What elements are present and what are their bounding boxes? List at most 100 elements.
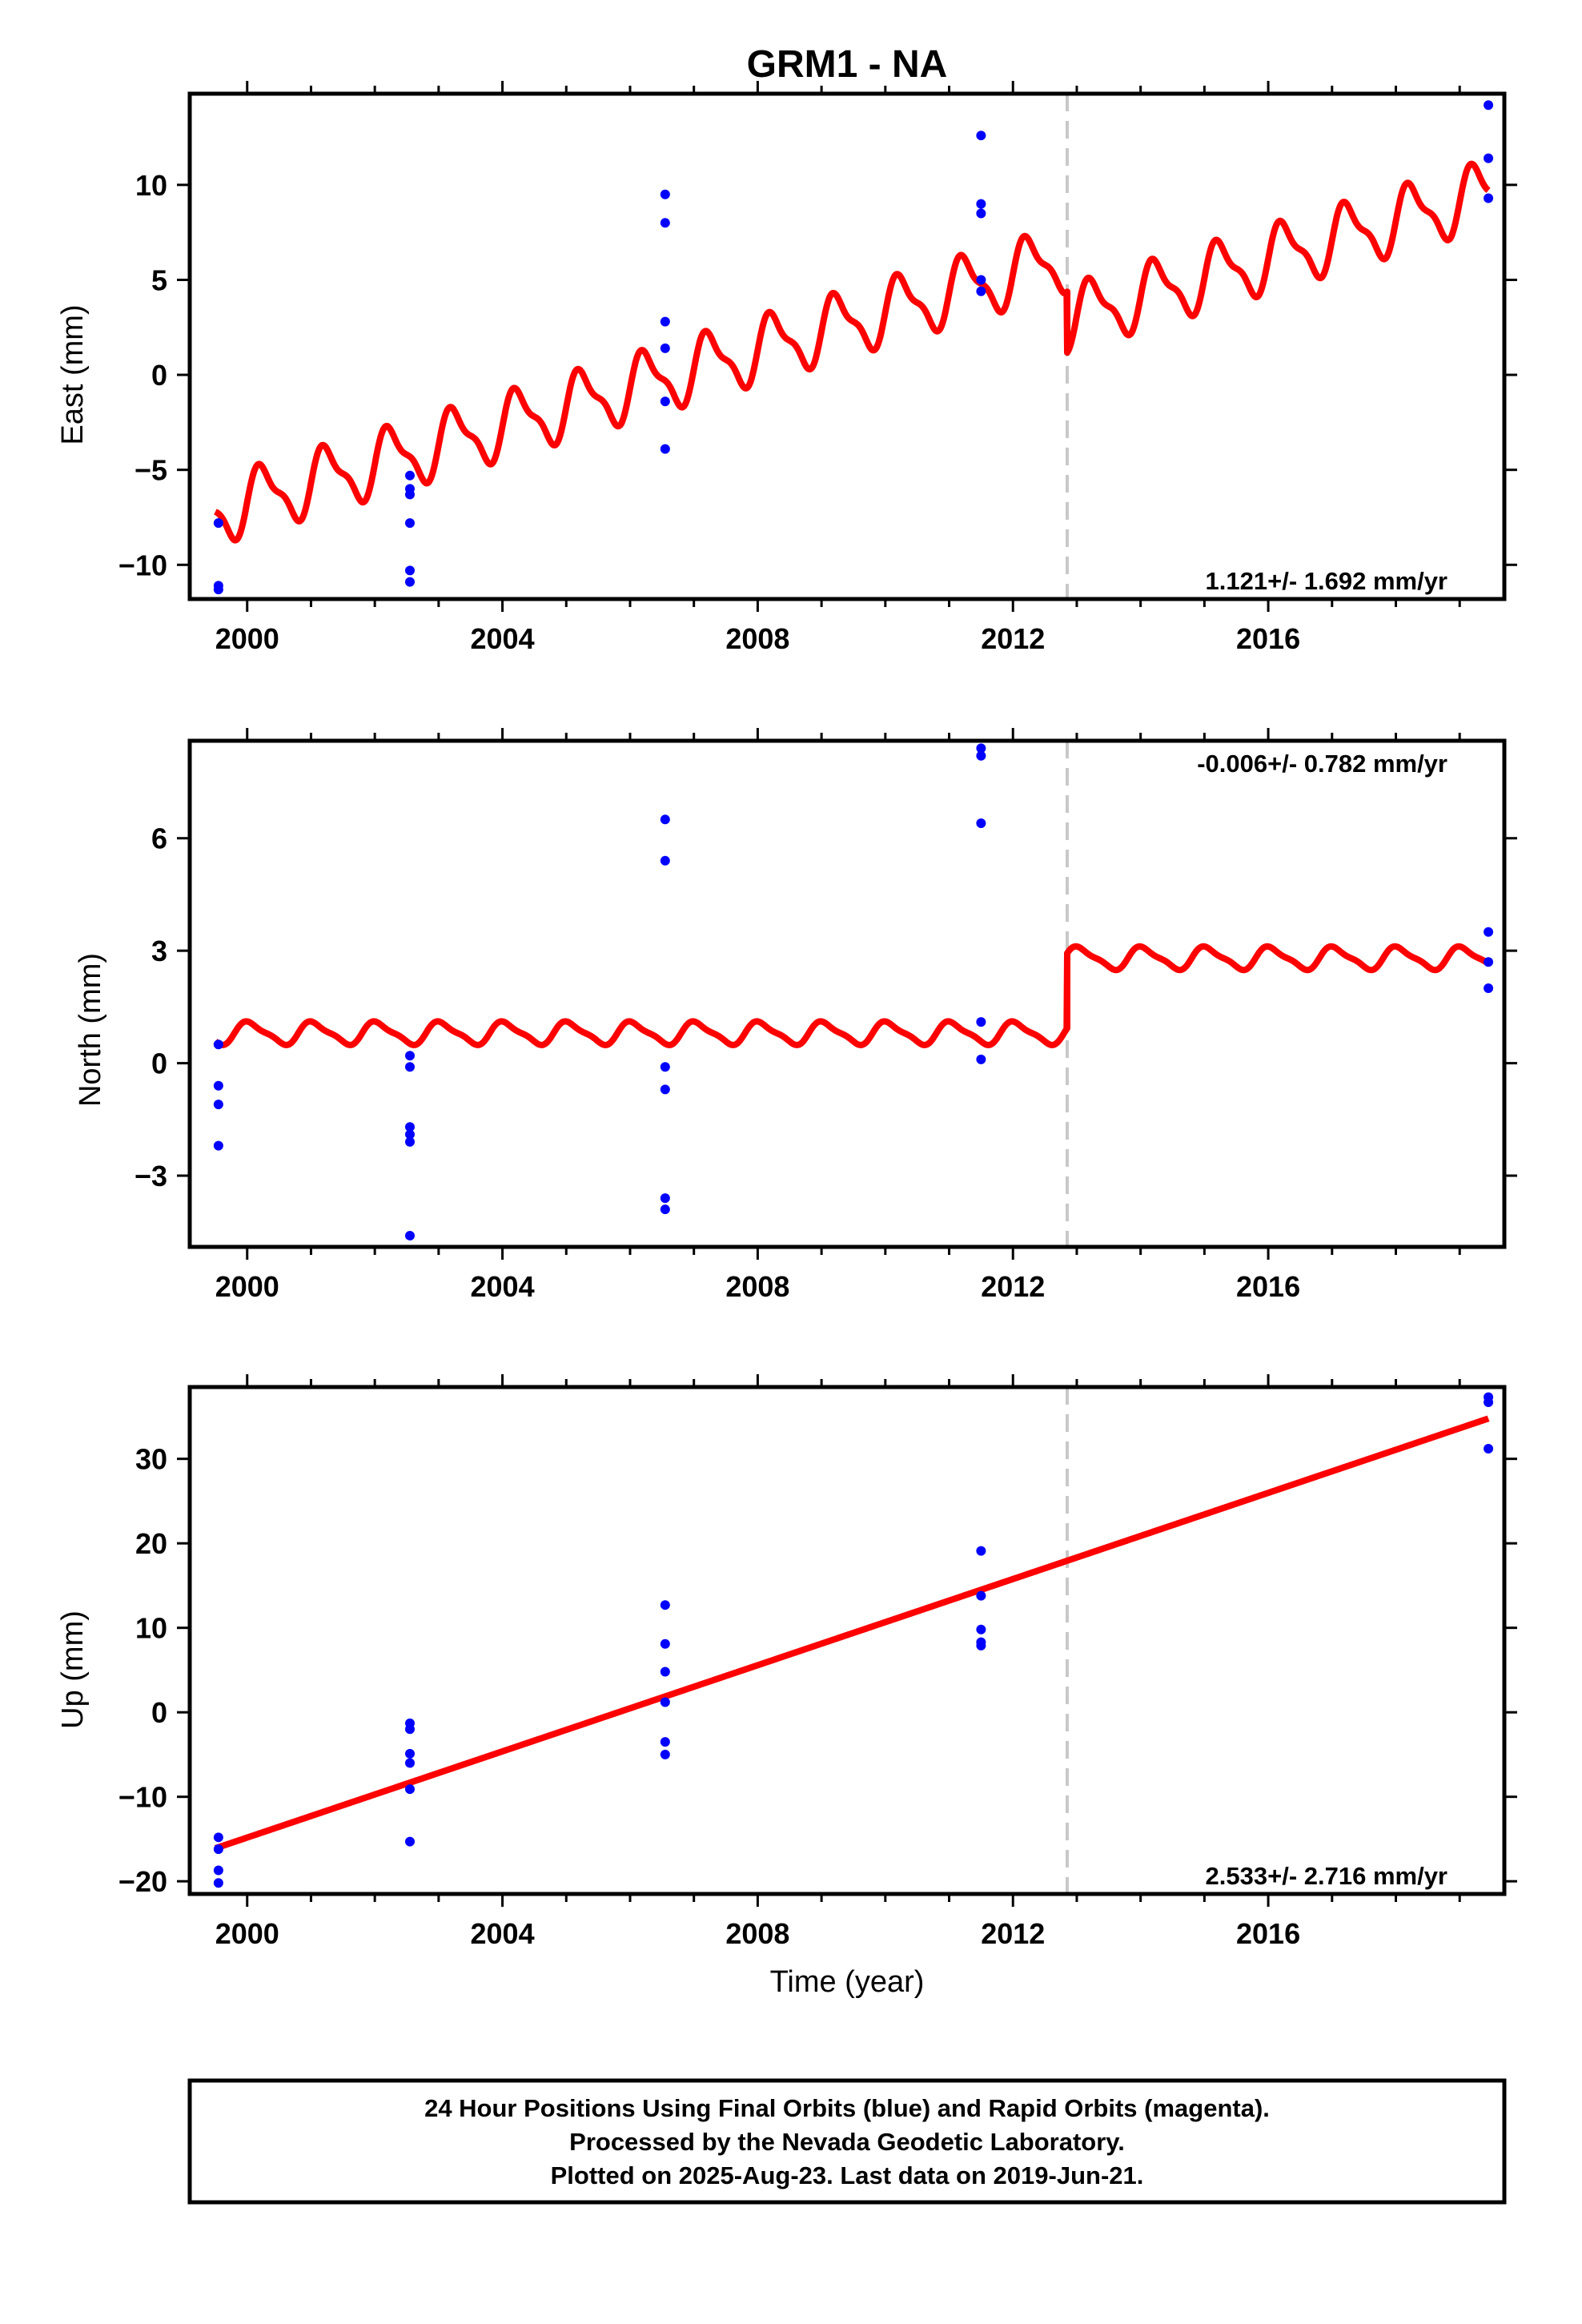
east-model-line	[212, 160, 1492, 544]
up-data-point	[404, 1836, 415, 1847]
up-data-point	[976, 1590, 986, 1601]
up-data-point	[213, 1878, 223, 1888]
east-data-point	[404, 518, 415, 529]
up-data-point	[213, 1844, 223, 1855]
up-data-point	[976, 1640, 986, 1651]
footer-box: 24 Hour Positions Using Final Orbits (bl…	[187, 2078, 1507, 2205]
east-data-point	[404, 577, 415, 587]
north-data-point	[660, 1193, 670, 1204]
north-data-point	[213, 1039, 223, 1050]
east-y-tick-label: 0	[151, 359, 167, 392]
east-data-point	[404, 565, 415, 576]
north-data-point	[1484, 983, 1494, 993]
north-x-tick-label: 2000	[215, 1270, 279, 1303]
north-data-point	[1484, 927, 1494, 937]
figure-title: GRM1 - NA	[747, 43, 948, 86]
north-data-point	[976, 1054, 986, 1064]
north-data-point	[976, 818, 986, 828]
east-data-point	[976, 131, 986, 141]
north-y-tick-label: 3	[151, 935, 167, 967]
north-y-tick-label: −3	[135, 1160, 167, 1192]
up-model-line	[212, 1415, 1492, 1852]
east-data-point	[404, 470, 415, 480]
north-model-line	[212, 943, 1492, 1048]
up-data-point	[976, 1624, 986, 1634]
up-x-tick-label: 2008	[725, 1917, 789, 1950]
east-x-tick-label: 2008	[725, 622, 789, 655]
up-data-point	[660, 1737, 670, 1747]
north-data-point	[660, 855, 670, 866]
east-data-point	[976, 208, 986, 219]
east-x-tick-label: 2016	[1236, 622, 1300, 655]
up-data-point	[660, 1638, 670, 1649]
north-data-point	[1484, 957, 1494, 967]
up-data-point	[1484, 1397, 1494, 1407]
time-axis-label: Time (year)	[770, 1965, 925, 1999]
panel-east: East (mm) 2000 2004 2008 2012 2016 −10 −5 0 5 10 1…	[56, 81, 1517, 655]
east-axis-label: East (mm)	[56, 304, 90, 444]
up-data-point	[213, 1865, 223, 1876]
up-plot-frame	[187, 1385, 1507, 1896]
up-data-point	[976, 1546, 986, 1556]
panel-north: North (mm) 2000 2004 2008 2012 2016 −3 0 3 6 -0.0…	[74, 728, 1517, 1303]
north-data-point	[404, 1129, 415, 1140]
north-data-point	[404, 1136, 415, 1147]
east-data-point	[213, 518, 223, 529]
east-plot-frame	[187, 91, 1507, 601]
up-data-point	[1484, 1444, 1494, 1454]
north-y-tick-label: 0	[151, 1047, 167, 1080]
east-y-tick-label: −10	[118, 549, 167, 581]
east-rate-label: 1.121+/- 1.692 mm/yr	[1206, 567, 1447, 595]
north-data-point	[976, 750, 986, 761]
up-data-point	[660, 1667, 670, 1677]
up-x-tick-label: 2000	[215, 1917, 279, 1950]
east-y-tick-label: −5	[135, 454, 167, 487]
north-data-point	[660, 1204, 670, 1215]
east-data-point	[976, 275, 986, 285]
north-data-point	[213, 1140, 223, 1151]
north-data-point	[213, 1080, 223, 1091]
north-data-point	[660, 1062, 670, 1072]
footer-line-2: Processed by the Nevada Geodetic Laborat…	[569, 2128, 1125, 2156]
east-data-point	[1484, 100, 1494, 111]
up-y-tick-label: −10	[118, 1781, 167, 1814]
east-data-point	[976, 286, 986, 296]
east-data-point	[660, 444, 670, 454]
east-x-tick-label: 2000	[215, 622, 279, 655]
north-x-tick-label: 2012	[981, 1270, 1045, 1303]
up-rate-label: 2.533+/- 2.716 mm/yr	[1206, 1862, 1447, 1890]
up-x-tick-label: 2004	[471, 1917, 535, 1950]
east-data-point	[660, 189, 670, 199]
north-data-point	[976, 1017, 986, 1027]
north-x-tick-label: 2016	[1236, 1270, 1300, 1303]
up-data-point	[404, 1784, 415, 1795]
north-data-point	[404, 1230, 415, 1240]
north-x-tick-label: 2004	[471, 1270, 535, 1303]
east-data-point	[660, 343, 670, 353]
up-x-tick-label: 2016	[1236, 1917, 1300, 1950]
north-data-point	[213, 1100, 223, 1110]
north-rate-label: -0.006+/- 0.782 mm/yr	[1197, 750, 1447, 778]
panel-up: Up (mm) Time (year) 2000 2004 2008 2012 2016…	[56, 1374, 1517, 1999]
up-y-tick-label: 20	[135, 1527, 167, 1560]
footer-line-1: 24 Hour Positions Using Final Orbits (bl…	[424, 2094, 1270, 2122]
up-data-point	[404, 1758, 415, 1768]
north-data-point	[404, 1122, 415, 1132]
footer-line-3: Plotted on 2025-Aug-23. Last data on 201…	[551, 2161, 1144, 2189]
north-data-point	[404, 1062, 415, 1072]
east-data-point	[1484, 153, 1494, 163]
north-data-point	[660, 814, 670, 825]
east-x-tick-label: 2012	[981, 622, 1045, 655]
up-data-point	[660, 1600, 670, 1610]
east-data-point	[1484, 193, 1494, 203]
up-y-tick-label: 0	[151, 1696, 167, 1729]
up-data-point	[404, 1748, 415, 1759]
up-x-tick-label: 2012	[981, 1917, 1045, 1950]
north-data-point	[976, 743, 986, 754]
north-x-tick-label: 2008	[725, 1270, 789, 1303]
east-data-point	[976, 199, 986, 209]
east-data-point	[660, 218, 670, 228]
east-data-point	[660, 316, 670, 327]
north-plot-frame	[187, 738, 1507, 1249]
